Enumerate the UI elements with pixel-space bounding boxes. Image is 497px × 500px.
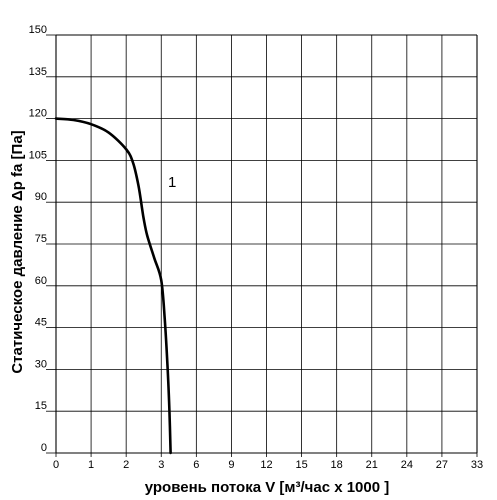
y-tick-label: 135 [29,66,47,78]
tick-labels: 0 1 2 3 6 9 12 15 18 21 24 27 3301530456075901051201… [29,24,483,471]
x-tick-label: 0 [53,459,59,471]
series-label-1: 1 [168,174,176,191]
x-tick-label: 18 [331,459,343,471]
y-tick-label: 15 [35,400,47,412]
y-tick-label: 45 [35,317,47,329]
x-tick-label: 9 [228,459,234,471]
x-tick-label: 12 [260,459,272,471]
y-tick-label: 120 [29,108,47,120]
y-axis-label: Статическое давление Δp fa [Па] [9,130,26,373]
x-axis-label: уровень потока V [м³/час x 1000 ] [145,479,390,496]
y-tick-label: 105 [29,149,47,161]
y-tick-label: 30 [35,358,47,370]
x-tick-label: 15 [295,459,307,471]
x-tick-label: 3 [158,459,164,471]
y-tick-label: 150 [29,24,47,36]
y-tick-label: 0 [41,442,47,454]
y-tick-label: 90 [35,191,47,203]
x-tick-label: 6 [193,459,199,471]
x-tick-label: 1 [88,459,94,471]
x-tick-label: 24 [401,459,413,471]
x-tick-label: 33 [471,459,483,471]
series-line-1 [54,117,172,455]
x-tick-label: 27 [436,459,448,471]
x-tick-label: 2 [123,459,129,471]
y-tick-label: 75 [35,233,47,245]
y-tick-label: 60 [35,275,47,287]
x-tick-label: 21 [366,459,378,471]
grid [46,34,478,457]
